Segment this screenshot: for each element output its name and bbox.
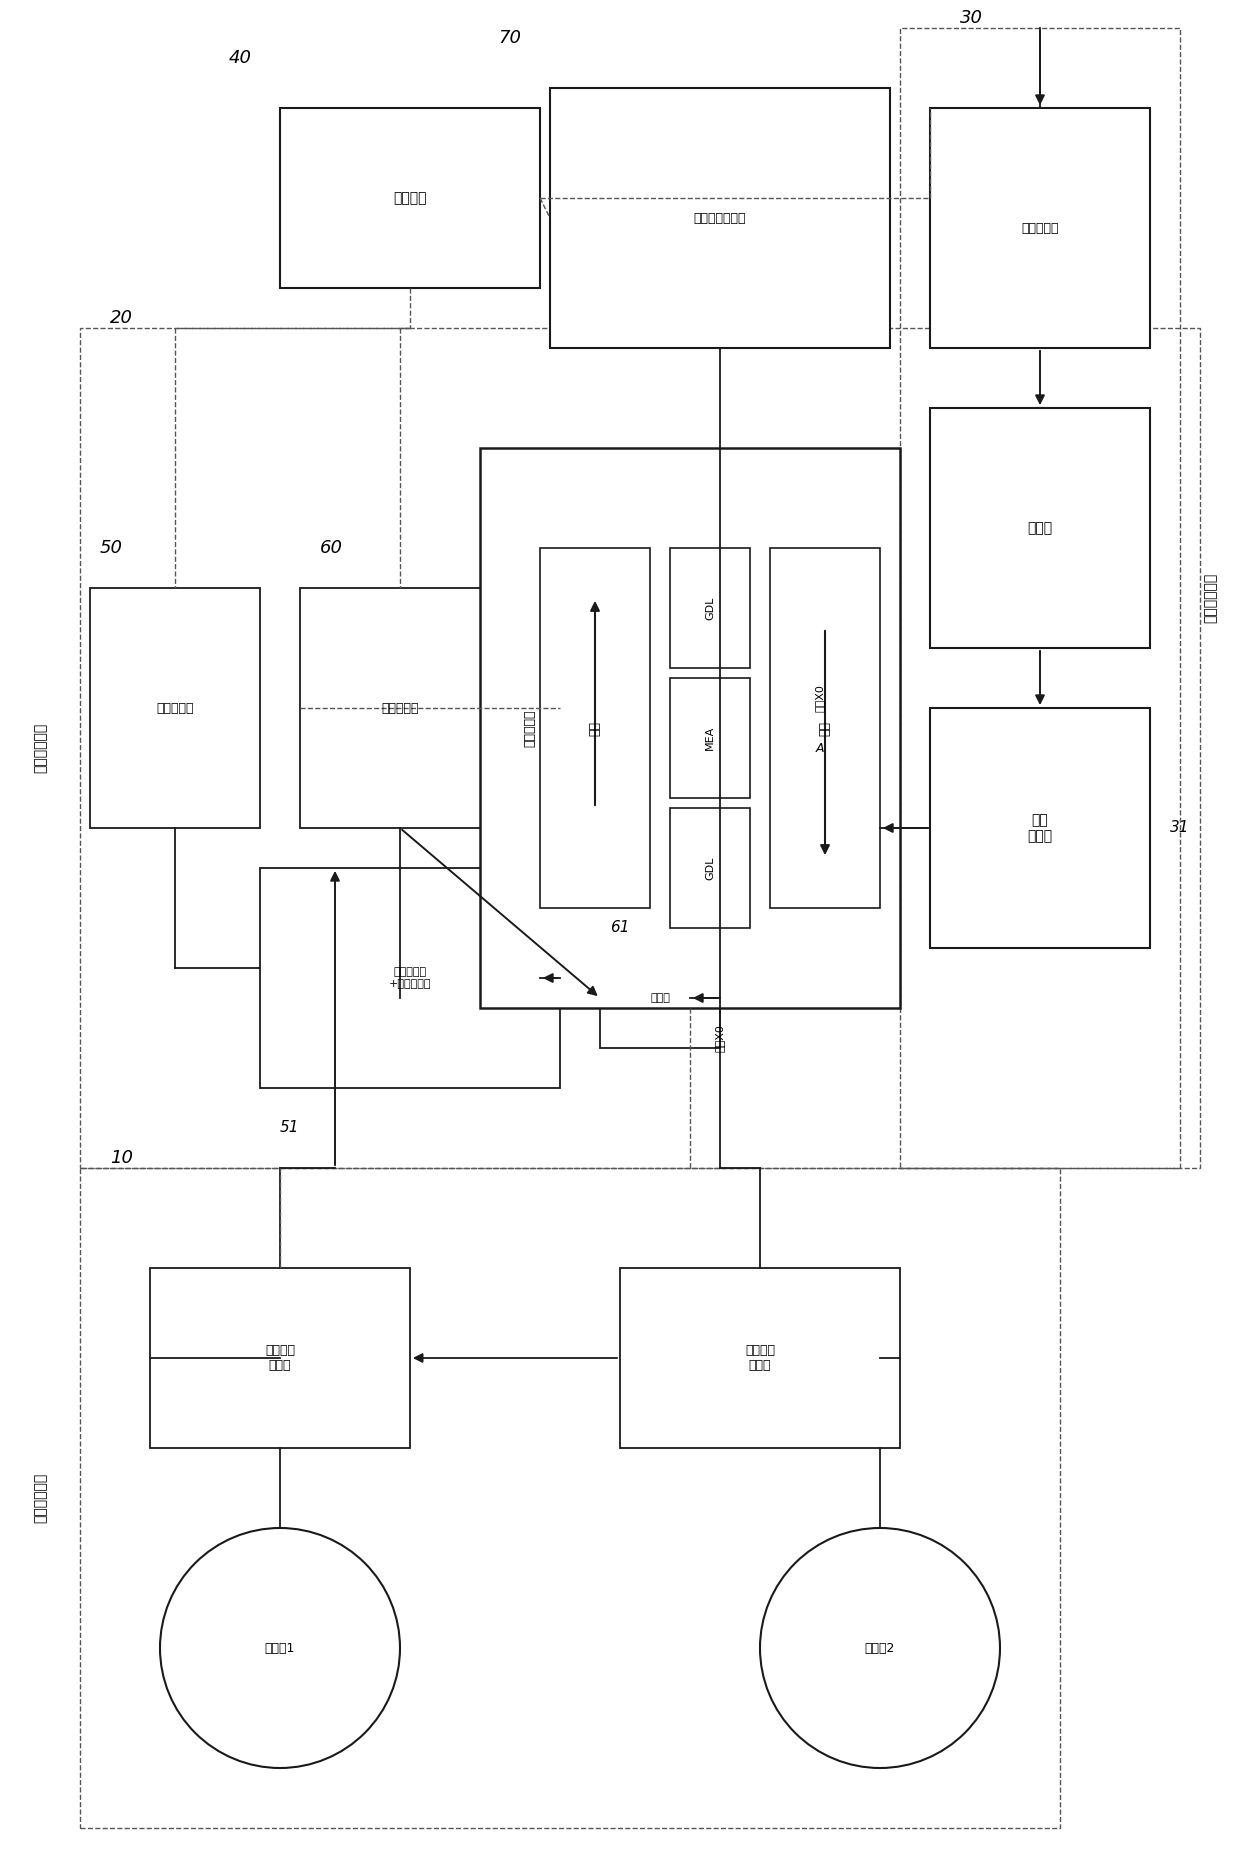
Bar (551, 88, 890, 347)
Text: 燃料供应阀
+燃料噴射器: 燃料供应阀 +燃料噴射器 (389, 968, 432, 988)
Bar (670, 547, 750, 669)
Bar (480, 448, 900, 1009)
Bar (620, 1268, 900, 1448)
Text: GDL: GDL (706, 856, 715, 880)
Text: 20: 20 (110, 308, 133, 327)
Bar (81, 1168, 1060, 1829)
Bar (539, 547, 650, 908)
Text: 51: 51 (280, 1121, 300, 1136)
Bar (280, 108, 539, 288)
Bar (91, 588, 260, 828)
Text: 氢气X0: 氢气X0 (815, 684, 825, 712)
Text: 30: 30 (960, 9, 983, 26)
Text: 主控制器: 主控制器 (393, 191, 427, 205)
Text: 换气阀: 换气阀 (650, 994, 670, 1003)
Text: 氢气符1: 氢气符1 (265, 1642, 295, 1655)
Text: 50: 50 (100, 540, 123, 557)
Text: 60: 60 (320, 540, 343, 557)
Text: 燃料儲存系统: 燃料儲存系统 (33, 1472, 47, 1522)
Bar (300, 588, 500, 828)
Text: 加湿器: 加湿器 (1028, 521, 1053, 534)
Text: 燃料处理系统: 燃料处理系统 (33, 723, 47, 773)
Text: 压力控制器: 压力控制器 (156, 702, 193, 714)
Text: 氢气符2: 氢气符2 (864, 1642, 895, 1655)
Bar (930, 708, 1149, 947)
Bar (81, 329, 1200, 1168)
Text: 燃料电池组: 燃料电池组 (523, 710, 537, 747)
Text: 空气
控制阀: 空气 控制阀 (1028, 813, 1053, 842)
Bar (930, 108, 1149, 347)
Text: GDL: GDL (706, 596, 715, 620)
Bar (670, 678, 750, 798)
Bar (670, 809, 750, 928)
Text: 40: 40 (228, 49, 252, 67)
Text: 氢气X0: 氢气X0 (715, 1024, 725, 1052)
Bar (260, 869, 560, 1087)
Bar (900, 28, 1180, 1168)
Text: 10: 10 (110, 1149, 133, 1168)
Bar (150, 1268, 410, 1448)
Text: 氢气温度
传感器: 氢气温度 传感器 (745, 1343, 775, 1371)
Text: 换气控制器: 换气控制器 (381, 702, 419, 714)
Text: 31: 31 (1171, 820, 1189, 835)
Text: 阳极: 阳极 (589, 721, 601, 736)
Bar (930, 407, 1149, 648)
Bar (600, 947, 720, 1048)
Text: 氢气浓度估计器: 氢气浓度估计器 (693, 211, 746, 224)
Text: A: A (816, 742, 825, 755)
Text: MEA: MEA (706, 727, 715, 751)
Text: 空气压缩机: 空气压缩机 (1022, 222, 1059, 235)
Text: 61: 61 (610, 921, 630, 936)
Text: 氢气压力
传感器: 氢气压力 传感器 (265, 1343, 295, 1371)
Bar (770, 547, 880, 908)
Text: 空气处理系统: 空气处理系统 (1203, 573, 1216, 624)
Text: 阴极: 阴极 (818, 721, 832, 736)
Text: 70: 70 (498, 30, 522, 47)
